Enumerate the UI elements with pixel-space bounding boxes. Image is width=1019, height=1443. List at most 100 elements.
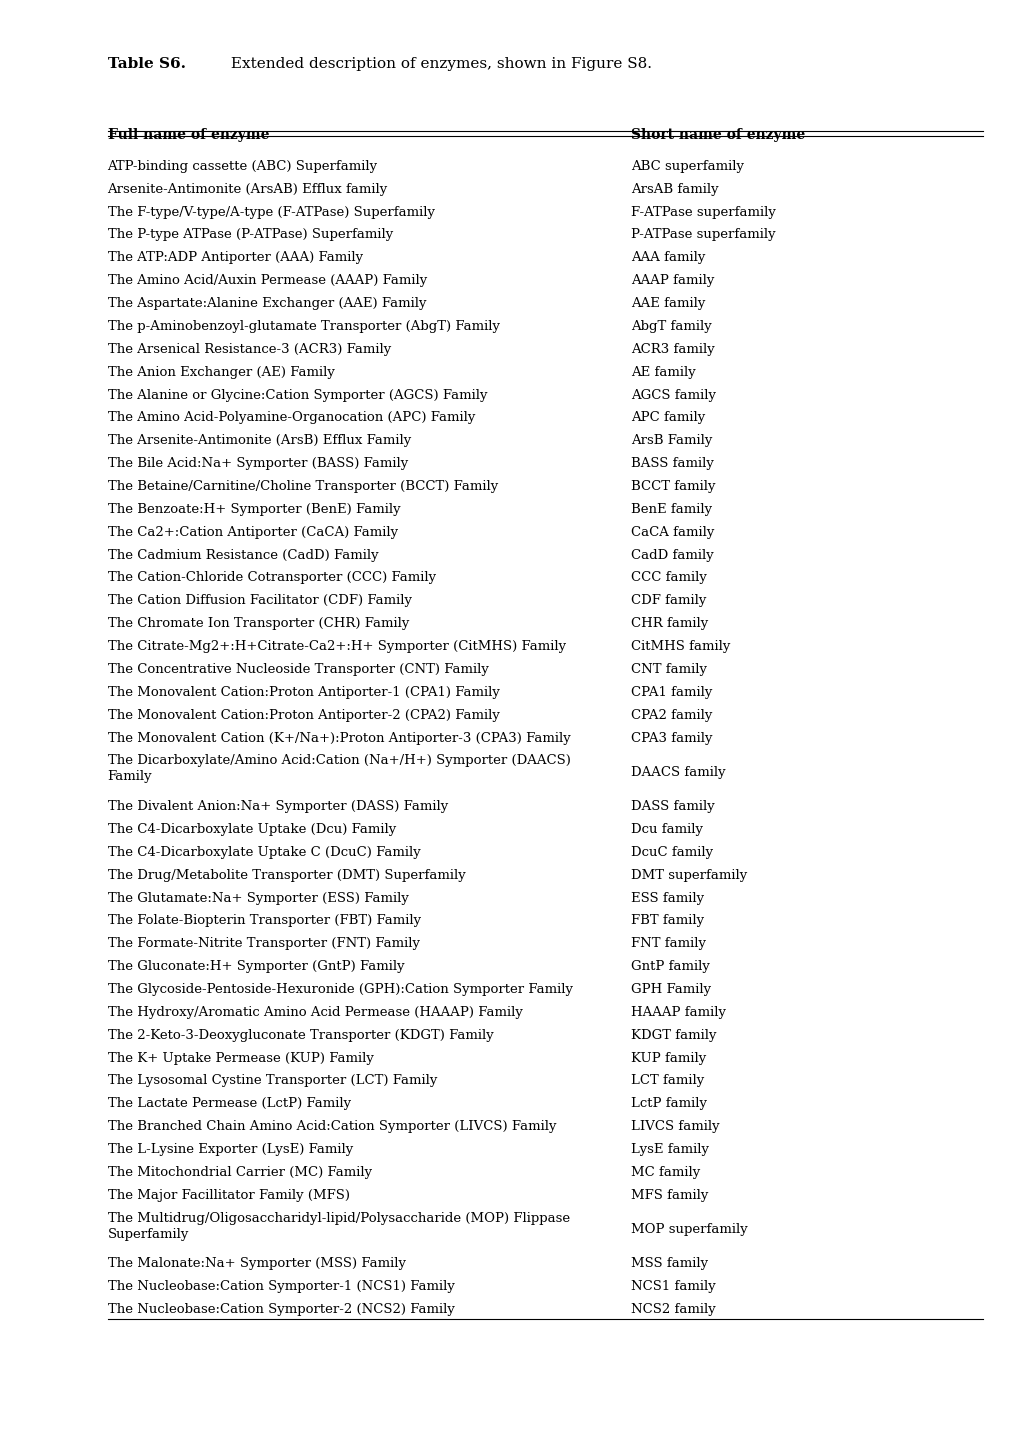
Text: The Drug/Metabolite Transporter (DMT) Superfamily: The Drug/Metabolite Transporter (DMT) Su… xyxy=(107,869,465,882)
Text: The Multidrug/Oligosaccharidyl-lipid/Polysaccharide (MOP) Flippase
Superfamily: The Multidrug/Oligosaccharidyl-lipid/Pol… xyxy=(107,1212,570,1241)
Text: MFS family: MFS family xyxy=(630,1189,707,1202)
Text: The Nucleobase:Cation Symporter-2 (NCS2) Family: The Nucleobase:Cation Symporter-2 (NCS2)… xyxy=(107,1303,454,1316)
Text: DcuC family: DcuC family xyxy=(630,846,712,859)
Text: The Concentrative Nucleoside Transporter (CNT) Family: The Concentrative Nucleoside Transporter… xyxy=(107,662,488,675)
Text: The Gluconate:H+ Symporter (GntP) Family: The Gluconate:H+ Symporter (GntP) Family xyxy=(107,960,404,973)
Text: ATP-binding cassette (ABC) Superfamily: ATP-binding cassette (ABC) Superfamily xyxy=(107,160,377,173)
Text: The P-type ATPase (P-ATPase) Superfamily: The P-type ATPase (P-ATPase) Superfamily xyxy=(107,228,392,241)
Text: The Ca2+:Cation Antiporter (CaCA) Family: The Ca2+:Cation Antiporter (CaCA) Family xyxy=(107,525,397,538)
Text: The Glycoside-Pentoside-Hexuronide (GPH):Cation Symporter Family: The Glycoside-Pentoside-Hexuronide (GPH)… xyxy=(107,983,572,996)
Text: CPA3 family: CPA3 family xyxy=(630,732,711,745)
Text: F-ATPase superfamily: F-ATPase superfamily xyxy=(630,205,774,218)
Text: Table S6.: Table S6. xyxy=(107,56,185,71)
Text: Arsenite-Antimonite (ArsAB) Efflux family: Arsenite-Antimonite (ArsAB) Efflux famil… xyxy=(107,183,387,196)
Text: The Monovalent Cation:Proton Antiporter-2 (CPA2) Family: The Monovalent Cation:Proton Antiporter-… xyxy=(107,709,499,722)
Text: The Malonate:Na+ Symporter (MSS) Family: The Malonate:Na+ Symporter (MSS) Family xyxy=(107,1257,406,1270)
Text: AAA family: AAA family xyxy=(630,251,704,264)
Text: MOP superfamily: MOP superfamily xyxy=(630,1224,747,1237)
Text: KUP family: KUP family xyxy=(630,1052,705,1065)
Text: The 2-Keto-3-Deoxygluconate Transporter (KDGT) Family: The 2-Keto-3-Deoxygluconate Transporter … xyxy=(107,1029,493,1042)
Text: ACR3 family: ACR3 family xyxy=(630,343,713,356)
Text: BenE family: BenE family xyxy=(630,502,711,515)
Text: NCS1 family: NCS1 family xyxy=(630,1280,714,1293)
Text: The Chromate Ion Transporter (CHR) Family: The Chromate Ion Transporter (CHR) Famil… xyxy=(107,618,409,631)
Text: Dcu family: Dcu family xyxy=(630,823,702,835)
Text: The Lactate Permease (LctP) Family: The Lactate Permease (LctP) Family xyxy=(107,1097,351,1110)
Text: The Dicarboxylate/Amino Acid:Cation (Na+/H+) Symporter (DAACS)
Family: The Dicarboxylate/Amino Acid:Cation (Na+… xyxy=(107,755,570,784)
Text: The C4-Dicarboxylate Uptake (Dcu) Family: The C4-Dicarboxylate Uptake (Dcu) Family xyxy=(107,823,395,835)
Text: CitMHS family: CitMHS family xyxy=(630,641,730,654)
Text: The F-type/V-type/A-type (F-ATPase) Superfamily: The F-type/V-type/A-type (F-ATPase) Supe… xyxy=(107,205,434,218)
Text: ArsB Family: ArsB Family xyxy=(630,434,711,447)
Text: The Divalent Anion:Na+ Symporter (DASS) Family: The Divalent Anion:Na+ Symporter (DASS) … xyxy=(107,799,447,812)
Text: FNT family: FNT family xyxy=(630,938,705,951)
Text: LysE family: LysE family xyxy=(630,1143,708,1156)
Text: CCC family: CCC family xyxy=(630,571,706,584)
Text: The C4-Dicarboxylate Uptake C (DcuC) Family: The C4-Dicarboxylate Uptake C (DcuC) Fam… xyxy=(107,846,420,859)
Text: AbgT family: AbgT family xyxy=(630,320,711,333)
Text: CadD family: CadD family xyxy=(630,548,712,561)
Text: Short name of enzyme: Short name of enzyme xyxy=(630,128,804,143)
Text: LCT family: LCT family xyxy=(630,1075,703,1088)
Text: The Lysosomal Cystine Transporter (LCT) Family: The Lysosomal Cystine Transporter (LCT) … xyxy=(107,1075,436,1088)
Text: The Nucleobase:Cation Symporter-1 (NCS1) Family: The Nucleobase:Cation Symporter-1 (NCS1)… xyxy=(107,1280,454,1293)
Text: The Benzoate:H+ Symporter (BenE) Family: The Benzoate:H+ Symporter (BenE) Family xyxy=(107,502,399,515)
Text: CHR family: CHR family xyxy=(630,618,707,631)
Text: Full name of enzyme: Full name of enzyme xyxy=(107,128,269,143)
Text: The Amino Acid-Polyamine-Organocation (APC) Family: The Amino Acid-Polyamine-Organocation (A… xyxy=(107,411,475,424)
Text: The Formate-Nitrite Transporter (FNT) Family: The Formate-Nitrite Transporter (FNT) Fa… xyxy=(107,938,419,951)
Text: CaCA family: CaCA family xyxy=(630,525,713,538)
Text: Extended description of enzymes, shown in Figure S8.: Extended description of enzymes, shown i… xyxy=(226,56,651,71)
Text: DASS family: DASS family xyxy=(630,799,713,812)
Text: The Mitochondrial Carrier (MC) Family: The Mitochondrial Carrier (MC) Family xyxy=(107,1166,371,1179)
Text: MSS family: MSS family xyxy=(630,1257,707,1270)
Text: MC family: MC family xyxy=(630,1166,699,1179)
Text: HAAAP family: HAAAP family xyxy=(630,1006,726,1019)
Text: BASS family: BASS family xyxy=(630,457,713,470)
Text: ABC superfamily: ABC superfamily xyxy=(630,160,743,173)
Text: P-ATPase superfamily: P-ATPase superfamily xyxy=(630,228,774,241)
Text: The L-Lysine Exporter (LysE) Family: The L-Lysine Exporter (LysE) Family xyxy=(107,1143,353,1156)
Text: CPA2 family: CPA2 family xyxy=(630,709,711,722)
Text: ESS family: ESS family xyxy=(630,892,703,905)
Text: FBT family: FBT family xyxy=(630,915,703,928)
Text: The Amino Acid/Auxin Permease (AAAP) Family: The Amino Acid/Auxin Permease (AAAP) Fam… xyxy=(107,274,426,287)
Text: The Branched Chain Amino Acid:Cation Symporter (LIVCS) Family: The Branched Chain Amino Acid:Cation Sym… xyxy=(107,1120,555,1133)
Text: The Cation-Chloride Cotransporter (CCC) Family: The Cation-Chloride Cotransporter (CCC) … xyxy=(107,571,435,584)
Text: The Cadmium Resistance (CadD) Family: The Cadmium Resistance (CadD) Family xyxy=(107,548,378,561)
Text: CNT family: CNT family xyxy=(630,662,706,675)
Text: The Aspartate:Alanine Exchanger (AAE) Family: The Aspartate:Alanine Exchanger (AAE) Fa… xyxy=(107,297,426,310)
Text: The Monovalent Cation (K+/Na+):Proton Antiporter-3 (CPA3) Family: The Monovalent Cation (K+/Na+):Proton An… xyxy=(107,732,570,745)
Text: AGCS family: AGCS family xyxy=(630,388,715,401)
Text: AE family: AE family xyxy=(630,365,695,378)
Text: BCCT family: BCCT family xyxy=(630,481,714,494)
Text: DMT superfamily: DMT superfamily xyxy=(630,869,746,882)
Text: The Arsenical Resistance-3 (ACR3) Family: The Arsenical Resistance-3 (ACR3) Family xyxy=(107,343,390,356)
Text: The Bile Acid:Na+ Symporter (BASS) Family: The Bile Acid:Na+ Symporter (BASS) Famil… xyxy=(107,457,408,470)
Text: The Monovalent Cation:Proton Antiporter-1 (CPA1) Family: The Monovalent Cation:Proton Antiporter-… xyxy=(107,685,499,698)
Text: APC family: APC family xyxy=(630,411,704,424)
Text: The K+ Uptake Permease (KUP) Family: The K+ Uptake Permease (KUP) Family xyxy=(107,1052,373,1065)
Text: GPH Family: GPH Family xyxy=(630,983,710,996)
Text: The Citrate-Mg2+:H+Citrate-Ca2+:H+ Symporter (CitMHS) Family: The Citrate-Mg2+:H+Citrate-Ca2+:H+ Sympo… xyxy=(107,641,566,654)
Text: The Folate-Biopterin Transporter (FBT) Family: The Folate-Biopterin Transporter (FBT) F… xyxy=(107,915,420,928)
Text: The Arsenite-Antimonite (ArsB) Efflux Family: The Arsenite-Antimonite (ArsB) Efflux Fa… xyxy=(107,434,411,447)
Text: DAACS family: DAACS family xyxy=(630,766,725,779)
Text: KDGT family: KDGT family xyxy=(630,1029,715,1042)
Text: NCS2 family: NCS2 family xyxy=(630,1303,714,1316)
Text: The Hydroxy/Aromatic Amino Acid Permease (HAAAP) Family: The Hydroxy/Aromatic Amino Acid Permease… xyxy=(107,1006,522,1019)
Text: LIVCS family: LIVCS family xyxy=(630,1120,718,1133)
Text: The Glutamate:Na+ Symporter (ESS) Family: The Glutamate:Na+ Symporter (ESS) Family xyxy=(107,892,408,905)
Text: The Alanine or Glycine:Cation Symporter (AGCS) Family: The Alanine or Glycine:Cation Symporter … xyxy=(107,388,487,401)
Text: ArsAB family: ArsAB family xyxy=(630,183,717,196)
Text: The Cation Diffusion Facilitator (CDF) Family: The Cation Diffusion Facilitator (CDF) F… xyxy=(107,595,411,608)
Text: AAAP family: AAAP family xyxy=(630,274,713,287)
Text: LctP family: LctP family xyxy=(630,1097,706,1110)
Text: AAE family: AAE family xyxy=(630,297,704,310)
Text: The Anion Exchanger (AE) Family: The Anion Exchanger (AE) Family xyxy=(107,365,334,378)
Text: CPA1 family: CPA1 family xyxy=(630,685,711,698)
Text: GntP family: GntP family xyxy=(630,960,709,973)
Text: The Major Facillitator Family (MFS): The Major Facillitator Family (MFS) xyxy=(107,1189,350,1202)
Text: The ATP:ADP Antiporter (AAA) Family: The ATP:ADP Antiporter (AAA) Family xyxy=(107,251,363,264)
Text: The p-Aminobenzoyl-glutamate Transporter (AbgT) Family: The p-Aminobenzoyl-glutamate Transporter… xyxy=(107,320,499,333)
